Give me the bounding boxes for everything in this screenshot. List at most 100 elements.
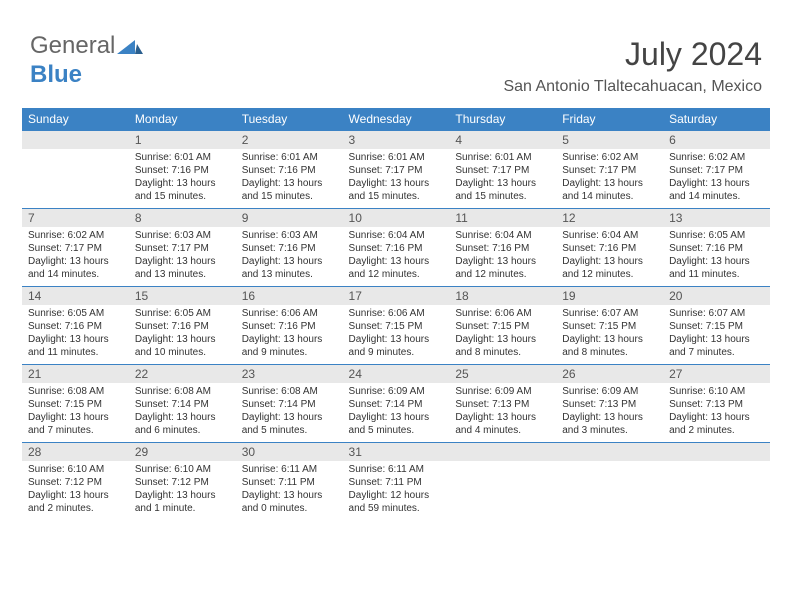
day-text: Sunrise: 6:01 AM Sunset: 7:16 PM Dayligh…	[129, 149, 236, 207]
weekday-header: Thursday	[449, 108, 556, 130]
calendar-cell: 6Sunrise: 6:02 AM Sunset: 7:17 PM Daylig…	[663, 130, 770, 208]
calendar-cell: 28Sunrise: 6:10 AM Sunset: 7:12 PM Dayli…	[22, 442, 129, 520]
calendar-cell: 2Sunrise: 6:01 AM Sunset: 7:16 PM Daylig…	[236, 130, 343, 208]
day-text: Sunrise: 6:08 AM Sunset: 7:15 PM Dayligh…	[22, 383, 129, 441]
day-number: 17	[343, 286, 450, 305]
calendar-cell	[449, 442, 556, 520]
calendar-row: 14Sunrise: 6:05 AM Sunset: 7:16 PM Dayli…	[22, 286, 770, 364]
day-text: Sunrise: 6:01 AM Sunset: 7:16 PM Dayligh…	[236, 149, 343, 207]
day-number: 20	[663, 286, 770, 305]
day-number: 9	[236, 208, 343, 227]
calendar-cell: 23Sunrise: 6:08 AM Sunset: 7:14 PM Dayli…	[236, 364, 343, 442]
calendar-cell: 29Sunrise: 6:10 AM Sunset: 7:12 PM Dayli…	[129, 442, 236, 520]
calendar-cell: 17Sunrise: 6:06 AM Sunset: 7:15 PM Dayli…	[343, 286, 450, 364]
day-text: Sunrise: 6:04 AM Sunset: 7:16 PM Dayligh…	[556, 227, 663, 285]
calendar-row: 7Sunrise: 6:02 AM Sunset: 7:17 PM Daylig…	[22, 208, 770, 286]
calendar-cell: 19Sunrise: 6:07 AM Sunset: 7:15 PM Dayli…	[556, 286, 663, 364]
day-number: 30	[236, 442, 343, 461]
calendar-cell: 13Sunrise: 6:05 AM Sunset: 7:16 PM Dayli…	[663, 208, 770, 286]
calendar-cell: 16Sunrise: 6:06 AM Sunset: 7:16 PM Dayli…	[236, 286, 343, 364]
calendar-cell	[22, 130, 129, 208]
day-text: Sunrise: 6:03 AM Sunset: 7:17 PM Dayligh…	[129, 227, 236, 285]
day-number: 8	[129, 208, 236, 227]
page-subtitle: San Antonio Tlaltecahuacan, Mexico	[503, 78, 762, 96]
day-number: 23	[236, 364, 343, 383]
weekday-header: Monday	[129, 108, 236, 130]
calendar-cell: 7Sunrise: 6:02 AM Sunset: 7:17 PM Daylig…	[22, 208, 129, 286]
calendar-cell: 25Sunrise: 6:09 AM Sunset: 7:13 PM Dayli…	[449, 364, 556, 442]
day-number: 4	[449, 130, 556, 149]
calendar-cell: 12Sunrise: 6:04 AM Sunset: 7:16 PM Dayli…	[556, 208, 663, 286]
calendar-table: Sunday Monday Tuesday Wednesday Thursday…	[22, 108, 770, 520]
calendar-cell	[663, 442, 770, 520]
day-text: Sunrise: 6:07 AM Sunset: 7:15 PM Dayligh…	[556, 305, 663, 363]
calendar-cell: 5Sunrise: 6:02 AM Sunset: 7:17 PM Daylig…	[556, 130, 663, 208]
calendar-cell: 31Sunrise: 6:11 AM Sunset: 7:11 PM Dayli…	[343, 442, 450, 520]
day-number: 24	[343, 364, 450, 383]
day-text: Sunrise: 6:02 AM Sunset: 7:17 PM Dayligh…	[663, 149, 770, 207]
day-text: Sunrise: 6:07 AM Sunset: 7:15 PM Dayligh…	[663, 305, 770, 363]
day-text: Sunrise: 6:10 AM Sunset: 7:12 PM Dayligh…	[22, 461, 129, 519]
calendar-cell: 30Sunrise: 6:11 AM Sunset: 7:11 PM Dayli…	[236, 442, 343, 520]
logo-icon	[117, 33, 143, 61]
day-text: Sunrise: 6:02 AM Sunset: 7:17 PM Dayligh…	[556, 149, 663, 207]
weekday-header-row: Sunday Monday Tuesday Wednesday Thursday…	[22, 108, 770, 130]
logo-text-2: Blue	[30, 61, 82, 88]
day-text: Sunrise: 6:08 AM Sunset: 7:14 PM Dayligh…	[129, 383, 236, 441]
day-number: 25	[449, 364, 556, 383]
day-text: Sunrise: 6:05 AM Sunset: 7:16 PM Dayligh…	[129, 305, 236, 363]
day-number: 2	[236, 130, 343, 149]
day-number: 15	[129, 286, 236, 305]
calendar-cell: 14Sunrise: 6:05 AM Sunset: 7:16 PM Dayli…	[22, 286, 129, 364]
day-number: 5	[556, 130, 663, 149]
calendar-cell: 4Sunrise: 6:01 AM Sunset: 7:17 PM Daylig…	[449, 130, 556, 208]
day-text: Sunrise: 6:01 AM Sunset: 7:17 PM Dayligh…	[343, 149, 450, 207]
calendar-cell: 15Sunrise: 6:05 AM Sunset: 7:16 PM Dayli…	[129, 286, 236, 364]
day-number: 7	[22, 208, 129, 227]
day-text: Sunrise: 6:09 AM Sunset: 7:13 PM Dayligh…	[556, 383, 663, 441]
calendar-row: 28Sunrise: 6:10 AM Sunset: 7:12 PM Dayli…	[22, 442, 770, 520]
calendar-cell	[556, 442, 663, 520]
calendar-cell: 26Sunrise: 6:09 AM Sunset: 7:13 PM Dayli…	[556, 364, 663, 442]
day-text: Sunrise: 6:05 AM Sunset: 7:16 PM Dayligh…	[663, 227, 770, 285]
logo-text-1: General	[30, 32, 115, 59]
calendar-cell: 18Sunrise: 6:06 AM Sunset: 7:15 PM Dayli…	[449, 286, 556, 364]
calendar-cell: 11Sunrise: 6:04 AM Sunset: 7:16 PM Dayli…	[449, 208, 556, 286]
calendar-cell: 21Sunrise: 6:08 AM Sunset: 7:15 PM Dayli…	[22, 364, 129, 442]
calendar-row: 21Sunrise: 6:08 AM Sunset: 7:15 PM Dayli…	[22, 364, 770, 442]
day-number	[663, 442, 770, 461]
day-number: 19	[556, 286, 663, 305]
day-text: Sunrise: 6:08 AM Sunset: 7:14 PM Dayligh…	[236, 383, 343, 441]
day-text: Sunrise: 6:06 AM Sunset: 7:15 PM Dayligh…	[449, 305, 556, 363]
day-text: Sunrise: 6:11 AM Sunset: 7:11 PM Dayligh…	[343, 461, 450, 519]
calendar-row: 1Sunrise: 6:01 AM Sunset: 7:16 PM Daylig…	[22, 130, 770, 208]
day-text: Sunrise: 6:11 AM Sunset: 7:11 PM Dayligh…	[236, 461, 343, 519]
day-number: 12	[556, 208, 663, 227]
day-text: Sunrise: 6:02 AM Sunset: 7:17 PM Dayligh…	[22, 227, 129, 285]
day-text: Sunrise: 6:10 AM Sunset: 7:13 PM Dayligh…	[663, 383, 770, 441]
day-text: Sunrise: 6:06 AM Sunset: 7:16 PM Dayligh…	[236, 305, 343, 363]
weekday-header: Friday	[556, 108, 663, 130]
day-number: 29	[129, 442, 236, 461]
day-number: 13	[663, 208, 770, 227]
day-text: Sunrise: 6:09 AM Sunset: 7:14 PM Dayligh…	[343, 383, 450, 441]
day-number: 27	[663, 364, 770, 383]
calendar-cell: 24Sunrise: 6:09 AM Sunset: 7:14 PM Dayli…	[343, 364, 450, 442]
calendar-cell: 1Sunrise: 6:01 AM Sunset: 7:16 PM Daylig…	[129, 130, 236, 208]
day-text: Sunrise: 6:04 AM Sunset: 7:16 PM Dayligh…	[449, 227, 556, 285]
day-text: Sunrise: 6:05 AM Sunset: 7:16 PM Dayligh…	[22, 305, 129, 363]
day-text: Sunrise: 6:04 AM Sunset: 7:16 PM Dayligh…	[343, 227, 450, 285]
day-number: 18	[449, 286, 556, 305]
calendar-cell: 3Sunrise: 6:01 AM Sunset: 7:17 PM Daylig…	[343, 130, 450, 208]
day-number: 21	[22, 364, 129, 383]
day-number: 14	[22, 286, 129, 305]
day-number: 10	[343, 208, 450, 227]
logo: General Blue	[30, 32, 143, 89]
day-number: 1	[129, 130, 236, 149]
calendar-cell: 8Sunrise: 6:03 AM Sunset: 7:17 PM Daylig…	[129, 208, 236, 286]
day-number: 11	[449, 208, 556, 227]
day-text: Sunrise: 6:01 AM Sunset: 7:17 PM Dayligh…	[449, 149, 556, 207]
day-number: 31	[343, 442, 450, 461]
day-number: 28	[22, 442, 129, 461]
weekday-header: Wednesday	[343, 108, 450, 130]
